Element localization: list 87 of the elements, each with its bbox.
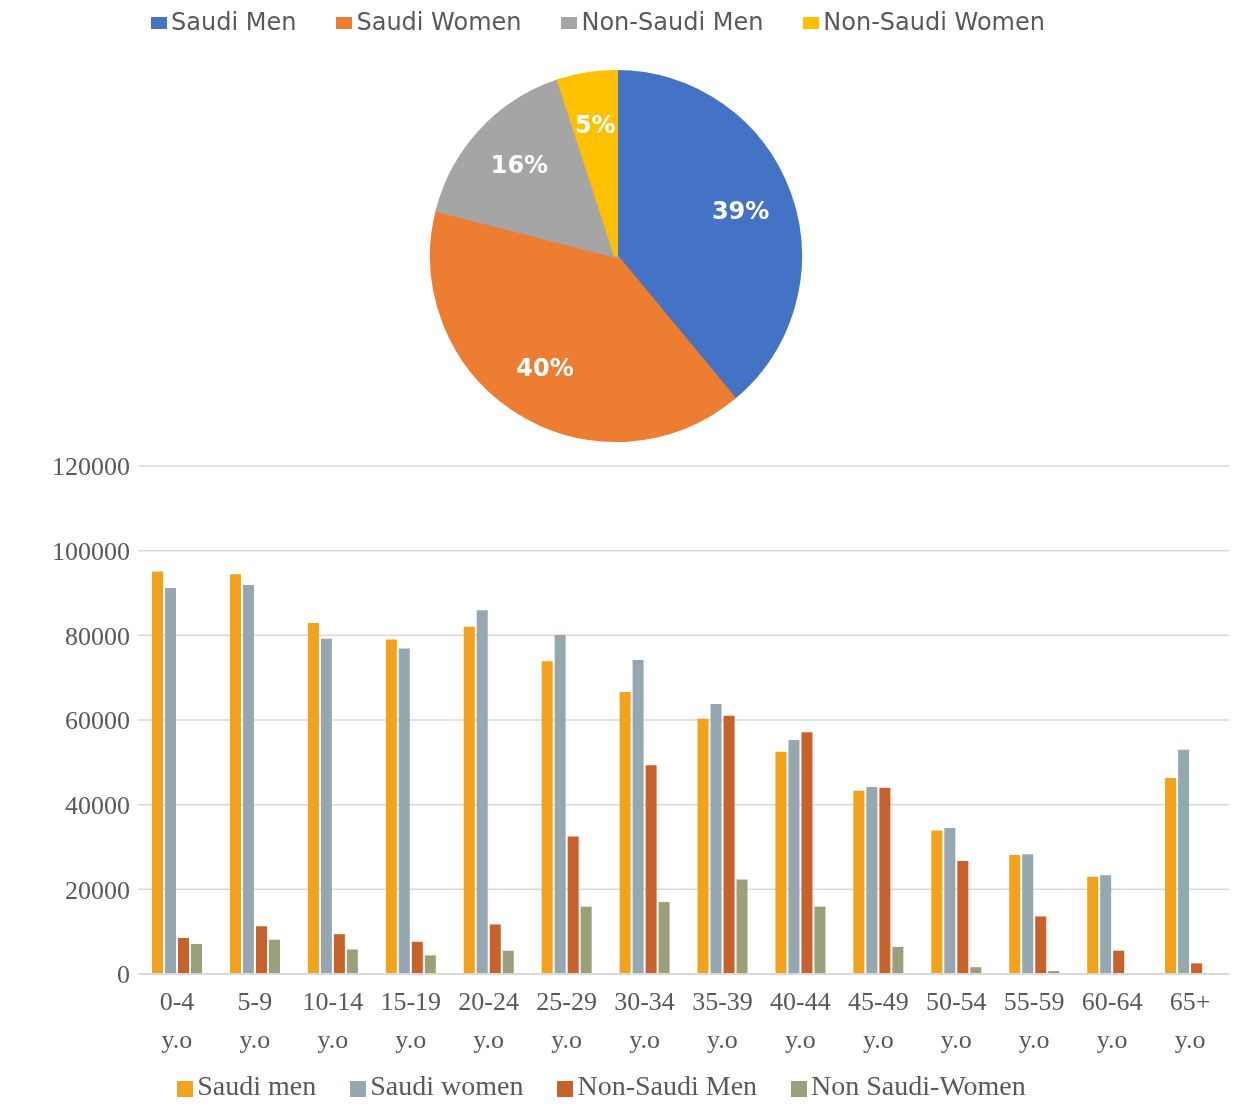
bar bbox=[866, 786, 878, 974]
bar bbox=[152, 571, 164, 974]
bar bbox=[502, 950, 514, 974]
bar bbox=[242, 584, 254, 974]
legend-label: Non Saudi-Women bbox=[811, 1070, 1026, 1101]
x-tick-label: 5-9 y.o bbox=[237, 987, 273, 1054]
data-label: 40% bbox=[516, 353, 574, 382]
legend-label: Non-Saudi Women bbox=[823, 8, 1045, 36]
x-tick-label: 25-29 y.o bbox=[536, 987, 597, 1054]
bar bbox=[191, 943, 203, 974]
legend-label: Non-Saudi Men bbox=[581, 8, 764, 36]
bar bbox=[1100, 875, 1112, 974]
x-tick-label: 65+ y.o bbox=[1169, 987, 1211, 1054]
bar bbox=[541, 661, 553, 974]
x-tick-label: 45-49 y.o bbox=[847, 987, 909, 1054]
bar bbox=[463, 626, 475, 974]
bar bbox=[1165, 778, 1177, 974]
bar bbox=[1178, 749, 1190, 974]
y-tick-label: 0 bbox=[117, 960, 130, 990]
x-tick-label: 35-39 y.o bbox=[692, 987, 753, 1054]
x-tick-label: 15-19 y.o bbox=[380, 987, 442, 1054]
bar bbox=[892, 946, 904, 974]
bar bbox=[268, 939, 280, 974]
bar bbox=[229, 574, 241, 974]
legend-label: Saudi Men bbox=[171, 8, 297, 36]
bar bbox=[178, 938, 190, 974]
data-label: 39% bbox=[711, 197, 770, 226]
bar bbox=[398, 648, 410, 974]
bar bbox=[1113, 950, 1125, 974]
bar bbox=[775, 751, 787, 974]
legend-label: Saudi women bbox=[370, 1070, 524, 1101]
legend-label: Saudi men bbox=[197, 1070, 317, 1101]
bar bbox=[801, 732, 813, 974]
bar bbox=[554, 634, 566, 974]
bar bbox=[944, 827, 956, 974]
bar bbox=[853, 790, 865, 974]
bar bbox=[255, 926, 267, 974]
bar bbox=[320, 638, 332, 974]
pie-slice bbox=[557, 70, 618, 258]
x-tick-label: 50-54 y.o bbox=[925, 987, 987, 1054]
bar bbox=[1191, 963, 1203, 974]
bar bbox=[385, 639, 397, 974]
bar bbox=[307, 623, 319, 974]
x-tick-label: 55-59 y.o bbox=[1003, 987, 1065, 1054]
bar bbox=[1087, 876, 1099, 974]
bar bbox=[957, 860, 969, 974]
bar bbox=[165, 587, 177, 974]
bar bbox=[1035, 916, 1047, 974]
bar bbox=[710, 703, 722, 974]
bar bbox=[567, 836, 579, 974]
bar bbox=[879, 787, 891, 974]
bar bbox=[619, 692, 631, 974]
bar bbox=[346, 949, 358, 974]
bar bbox=[1009, 855, 1021, 974]
bar bbox=[814, 906, 826, 974]
bar bbox=[736, 879, 748, 974]
x-tick-label: 60-64 y.o bbox=[1081, 987, 1143, 1054]
bar bbox=[1022, 854, 1034, 974]
y-tick-label: 80000 bbox=[65, 621, 130, 651]
bar bbox=[931, 830, 943, 974]
pie-slice bbox=[435, 79, 618, 258]
bar bbox=[580, 906, 592, 974]
x-tick-label: 40-44 y.o bbox=[770, 987, 831, 1054]
bar bbox=[697, 718, 709, 974]
y-tick-label: 40000 bbox=[65, 790, 130, 820]
x-tick-label: 10-14 y.o bbox=[302, 987, 364, 1054]
bar bbox=[424, 955, 436, 974]
bar bbox=[476, 610, 488, 974]
x-tick-label: 0-4 y.o bbox=[159, 987, 195, 1054]
bar bbox=[788, 739, 800, 974]
bar bbox=[645, 765, 657, 974]
y-tick-label: 60000 bbox=[65, 706, 130, 736]
bar bbox=[723, 715, 735, 974]
y-tick-label: 120000 bbox=[52, 452, 130, 482]
bar bbox=[632, 659, 644, 974]
bar bbox=[489, 924, 501, 974]
legend-label: Non-Saudi Men bbox=[577, 1070, 758, 1101]
y-tick-label: 20000 bbox=[65, 875, 130, 905]
bar bbox=[411, 941, 423, 974]
x-tick-label: 30-34 y.o bbox=[614, 987, 675, 1054]
data-label: 5% bbox=[574, 111, 616, 140]
legend-label: Saudi Women bbox=[356, 8, 522, 36]
x-tick-label: 20-24 y.o bbox=[458, 987, 520, 1054]
data-label: 16% bbox=[490, 151, 549, 180]
bar bbox=[333, 934, 345, 974]
bar bbox=[658, 902, 670, 974]
y-tick-label: 100000 bbox=[52, 536, 130, 566]
